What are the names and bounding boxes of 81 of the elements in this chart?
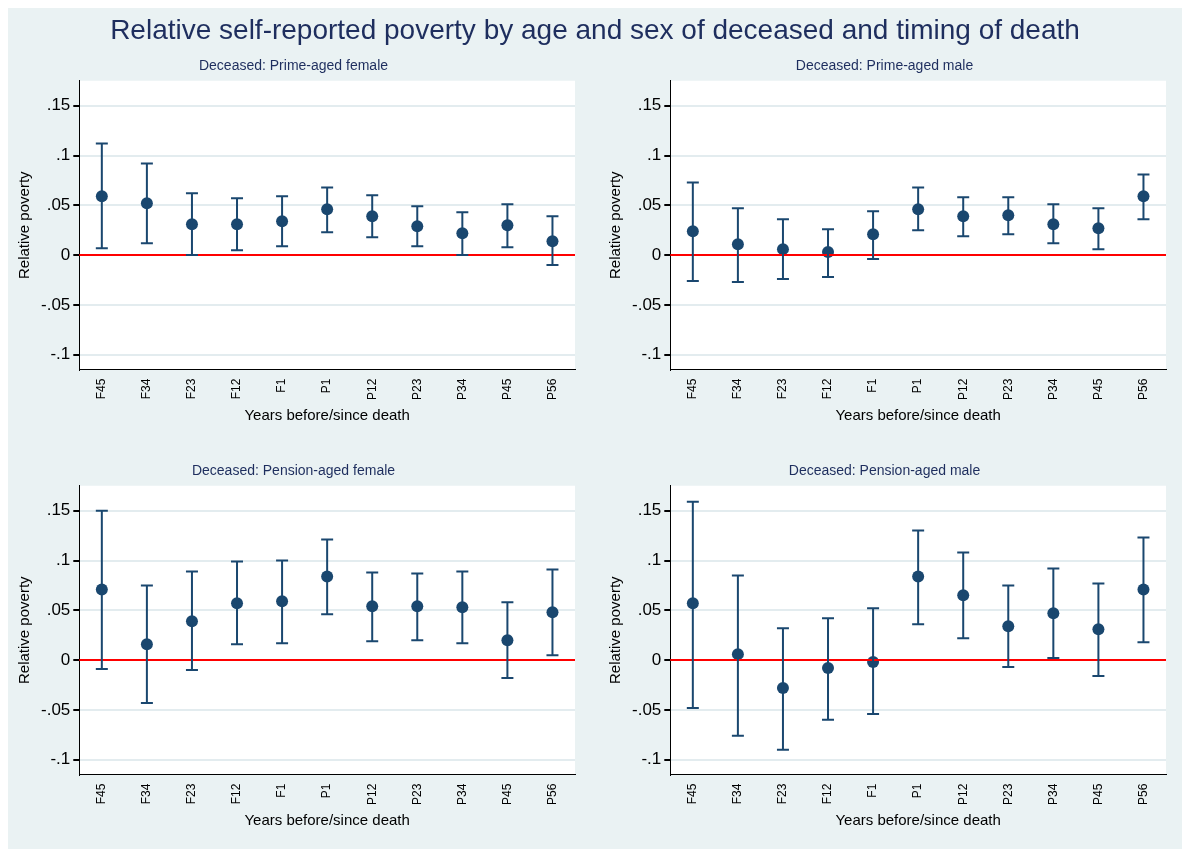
x-tick-label: P1 <box>910 378 925 394</box>
x-tick-label: F45 <box>685 378 700 400</box>
y-tick-label: .1 <box>647 550 662 570</box>
y-tick-label: .1 <box>647 145 662 165</box>
x-tick-label: F23 <box>184 378 199 400</box>
x-tick-label: P12 <box>364 378 379 401</box>
chart-title: Deceased: Pension-aged female <box>191 462 396 479</box>
y-tick-label: .1 <box>56 145 71 165</box>
y-tick-label: -.1 <box>641 749 662 769</box>
x-axis-title: Years before/since death <box>835 406 1001 424</box>
x-tick-label: P23 <box>409 378 424 401</box>
x-tick-label: F34 <box>139 783 154 805</box>
x-tick-label: P1 <box>319 783 334 799</box>
x-axis-title: Years before/since death <box>244 406 410 424</box>
y-tick-label: .15 <box>46 95 71 115</box>
x-tick-label: F1 <box>865 378 880 393</box>
x-tick-label: F45 <box>685 783 700 805</box>
x-tick-label: P45 <box>499 378 514 401</box>
x-tick-label: P56 <box>1135 378 1150 401</box>
x-tick-label: P23 <box>1000 378 1015 401</box>
x-tick-label: F1 <box>274 783 289 798</box>
x-tick-label: P12 <box>955 378 970 401</box>
x-tick-label: P1 <box>910 783 925 799</box>
x-tick-label: F1 <box>274 378 289 393</box>
y-tick-label: -.1 <box>50 344 71 364</box>
y-tick-label: -.1 <box>641 344 662 364</box>
y-axis-title: Relative poverty <box>606 170 624 280</box>
x-tick-label: F12 <box>229 378 244 400</box>
x-tick-label: P56 <box>544 783 559 806</box>
x-tick-label: F23 <box>184 783 199 805</box>
y-tick-label: .15 <box>637 95 662 115</box>
y-tick-label: .15 <box>637 500 662 520</box>
chart-title: Deceased: Prime-aged female <box>198 57 389 74</box>
y-tick-label: .15 <box>46 500 71 520</box>
x-tick-label: F34 <box>730 378 745 400</box>
x-tick-label: P34 <box>1045 378 1060 401</box>
y-tick-label: .05 <box>46 599 71 619</box>
x-tick-label: F12 <box>820 783 835 805</box>
x-tick-label: P34 <box>1045 783 1060 806</box>
y-tick-label: 0 <box>60 649 71 669</box>
x-tick-label: P12 <box>364 783 379 806</box>
y-tick-label: -.05 <box>41 294 71 314</box>
x-tick-label: P56 <box>1135 783 1150 806</box>
x-tick-label: F34 <box>139 378 154 400</box>
y-axis-title: Relative poverty <box>15 170 33 280</box>
x-tick-label: P23 <box>1000 783 1015 806</box>
y-tick-label: .1 <box>56 550 71 570</box>
y-axis-title: Relative poverty <box>606 575 624 685</box>
y-tick-label: -.05 <box>41 699 71 719</box>
x-tick-label: P56 <box>544 378 559 401</box>
chart-title: Deceased: Prime-aged male <box>795 57 974 74</box>
x-tick-label: P1 <box>319 378 334 394</box>
x-tick-label: F34 <box>730 783 745 805</box>
x-tick-label: F23 <box>775 378 790 400</box>
x-tick-label: F23 <box>775 783 790 805</box>
y-tick-label: -.1 <box>50 749 71 769</box>
x-tick-label: P45 <box>1090 783 1105 806</box>
x-tick-label: F12 <box>229 783 244 805</box>
x-tick-label: F12 <box>820 378 835 400</box>
x-tick-label: P34 <box>454 378 469 401</box>
x-tick-label: P45 <box>499 783 514 806</box>
y-tick-label: .05 <box>637 194 662 214</box>
y-tick-label: -.05 <box>632 294 662 314</box>
y-tick-label: .05 <box>637 599 662 619</box>
text: Relative self-reported poverty by age and sex of deceased and timing of death <box>109 14 1081 46</box>
x-tick-label: F45 <box>94 378 109 400</box>
x-axis-title: Years before/since death <box>835 811 1001 829</box>
x-tick-label: P23 <box>409 783 424 806</box>
y-tick-label: 0 <box>651 649 662 669</box>
y-tick-label: 0 <box>651 244 662 264</box>
x-axis-title: Years before/since death <box>244 811 410 829</box>
x-tick-label: F1 <box>865 783 880 798</box>
x-tick-label: F45 <box>94 783 109 805</box>
y-tick-label: 0 <box>60 244 71 264</box>
y-axis-title: Relative poverty <box>15 575 33 685</box>
chart-title: Deceased: Pension-aged male <box>788 462 981 479</box>
y-tick-label: -.05 <box>632 699 662 719</box>
x-tick-label: P45 <box>1090 378 1105 401</box>
x-tick-label: P34 <box>454 783 469 806</box>
y-tick-label: .05 <box>46 194 71 214</box>
x-tick-label: P12 <box>955 783 970 806</box>
